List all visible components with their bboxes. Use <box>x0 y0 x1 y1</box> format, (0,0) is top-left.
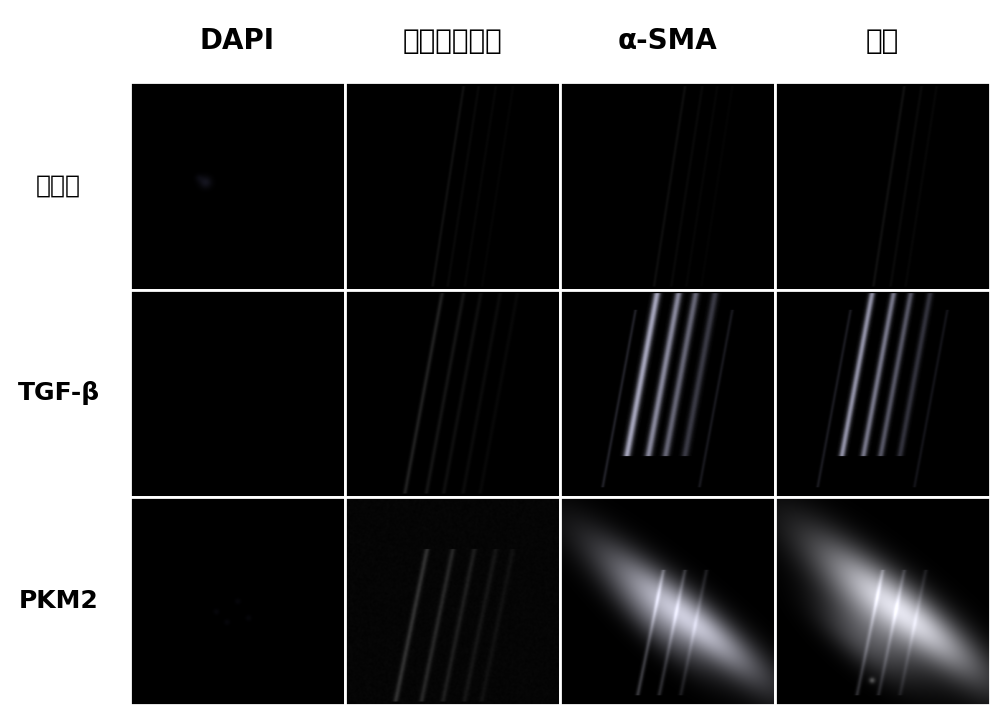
Text: PKM2: PKM2 <box>19 589 98 613</box>
Text: 罗丹明毒伞素: 罗丹明毒伞素 <box>403 27 502 55</box>
Text: DAPI: DAPI <box>200 27 275 55</box>
Text: α-SMA: α-SMA <box>618 27 717 55</box>
Text: 融合: 融合 <box>866 27 899 55</box>
Text: TGF-β: TGF-β <box>17 382 100 405</box>
Text: 缓冲液: 缓冲液 <box>36 174 81 198</box>
